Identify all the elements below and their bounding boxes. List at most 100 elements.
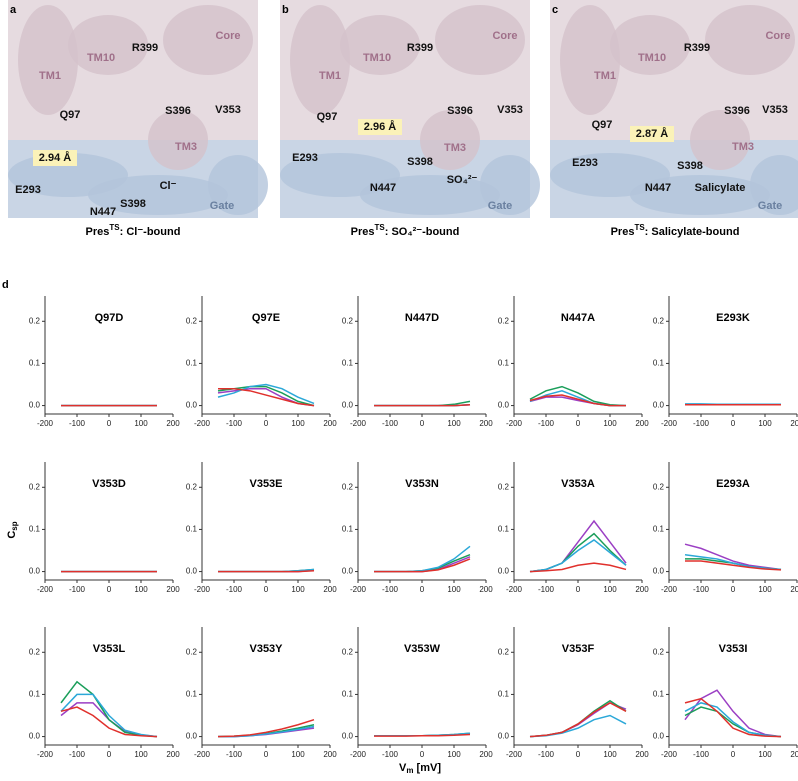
y-tick-label: 0.2 (498, 482, 510, 491)
y-tick-label: 0.2 (653, 316, 665, 325)
y-tick-label: 0.1 (498, 525, 510, 534)
y-tick-label: 0.1 (29, 525, 41, 534)
structure-label: Q97 (60, 109, 81, 121)
chart-title: Q97D (95, 312, 124, 324)
series-line (374, 405, 470, 406)
x-tick-label: 0 (107, 750, 112, 759)
y-tick-label: 0.1 (29, 690, 41, 699)
caption-text: : Cl⁻-bound (120, 226, 181, 238)
x-tick-label: 100 (134, 585, 148, 594)
y-tick-label: 0.1 (653, 690, 665, 699)
x-tick-label: -100 (382, 419, 399, 428)
y-tick-label: 0.2 (653, 647, 665, 656)
structure-label: Core (765, 30, 790, 42)
x-tick-label: 100 (291, 750, 305, 759)
caption-text: : SO₄²⁻-bound (385, 226, 460, 238)
panel-letter: d (2, 279, 9, 291)
x-tick-label: -100 (693, 419, 710, 428)
structure-label: Gate (210, 200, 234, 212)
structure-label: V353 (497, 104, 523, 116)
series-line (530, 716, 626, 737)
x-tick-label: 0 (420, 419, 425, 428)
x-tick-label: 0 (264, 750, 269, 759)
chart-title: V353N (405, 478, 439, 490)
structure-label: V353 (762, 104, 788, 116)
panel-caption: PresTS: Cl⁻-bound (86, 223, 181, 238)
chart-title: V353W (404, 643, 441, 655)
structure-label: Core (492, 30, 517, 42)
chart-title: V353E (249, 478, 282, 490)
x-tick-label: -200 (506, 585, 523, 594)
structure-label: TM1 (319, 70, 341, 82)
structure-label: V353 (215, 104, 241, 116)
structure-label: TM10 (363, 52, 391, 64)
y-tick-label: 0.2 (653, 482, 665, 491)
y-tick-label: 0.0 (342, 401, 354, 410)
structure-label: 2.96 Å (364, 120, 396, 133)
structure-label: TM3 (732, 141, 754, 153)
x-tick-label: 200 (479, 750, 493, 759)
y-tick-label: 0.1 (342, 359, 354, 368)
y-tick-label: 0.0 (498, 401, 510, 410)
x-tick-label: 0 (731, 419, 736, 428)
x-tick-label: -200 (37, 419, 54, 428)
y-tick-label: 0.2 (186, 316, 198, 325)
y-tick-label: 0.0 (342, 567, 354, 576)
y-tick-label: 0.0 (498, 732, 510, 741)
x-tick-label: 0 (576, 585, 581, 594)
x-axis-label-unit: [mV] (413, 762, 441, 774)
x-tick-label: -200 (194, 585, 211, 594)
x-tick-label: 0 (420, 750, 425, 759)
x-tick-label: 100 (758, 419, 772, 428)
chart-title: E293K (716, 312, 750, 324)
structure-label: Q97 (592, 119, 613, 131)
structure-label: Cl⁻ (160, 180, 177, 192)
y-tick-label: 0.1 (186, 359, 198, 368)
structure-label: E293 (572, 157, 598, 169)
x-tick-label: -200 (350, 585, 367, 594)
y-tick-label: 0.0 (342, 732, 354, 741)
chart-title: V353Y (249, 643, 283, 655)
y-axis-label-main: C (6, 531, 18, 539)
x-tick-label: -200 (194, 750, 211, 759)
structure-label: R399 (132, 42, 158, 54)
x-tick-label: 0 (107, 585, 112, 594)
x-tick-label: 200 (166, 750, 180, 759)
y-tick-label: 0.2 (29, 647, 41, 656)
x-tick-label: 200 (323, 419, 337, 428)
y-tick-label: 0.1 (186, 690, 198, 699)
structure-label: TM1 (39, 70, 61, 82)
structure-label: Salicylate (695, 182, 746, 194)
x-tick-label: 200 (635, 750, 649, 759)
x-tick-label: 100 (134, 750, 148, 759)
series-line (61, 694, 157, 736)
y-tick-label: 0.0 (498, 567, 510, 576)
y-tick-label: 0.0 (29, 401, 41, 410)
x-tick-label: 100 (447, 750, 461, 759)
caption-text: Pres (86, 226, 110, 238)
structure-label: TM3 (175, 141, 197, 153)
y-axis-label-sub: sp (10, 521, 19, 530)
chart-title: V353A (561, 478, 595, 490)
x-tick-label: 0 (107, 419, 112, 428)
structure-label: R399 (407, 42, 433, 54)
panel-caption: PresTS: SO₄²⁻-bound (351, 223, 460, 238)
x-tick-label: 200 (479, 419, 493, 428)
chart-title: V353F (562, 643, 595, 655)
series-line (530, 703, 626, 737)
x-tick-label: -100 (693, 750, 710, 759)
x-tick-label: 0 (420, 585, 425, 594)
y-tick-label: 0.1 (342, 690, 354, 699)
x-tick-label: 100 (134, 419, 148, 428)
series-line (685, 690, 781, 736)
x-tick-label: 100 (758, 750, 772, 759)
x-tick-label: -200 (194, 419, 211, 428)
chart-title: V353I (719, 643, 748, 655)
y-tick-label: 0.1 (498, 359, 510, 368)
y-tick-label: 0.2 (342, 316, 354, 325)
x-tick-label: -100 (226, 750, 243, 759)
structure-label: Core (215, 30, 240, 42)
helix (290, 5, 350, 115)
y-tick-label: 0.2 (342, 482, 354, 491)
